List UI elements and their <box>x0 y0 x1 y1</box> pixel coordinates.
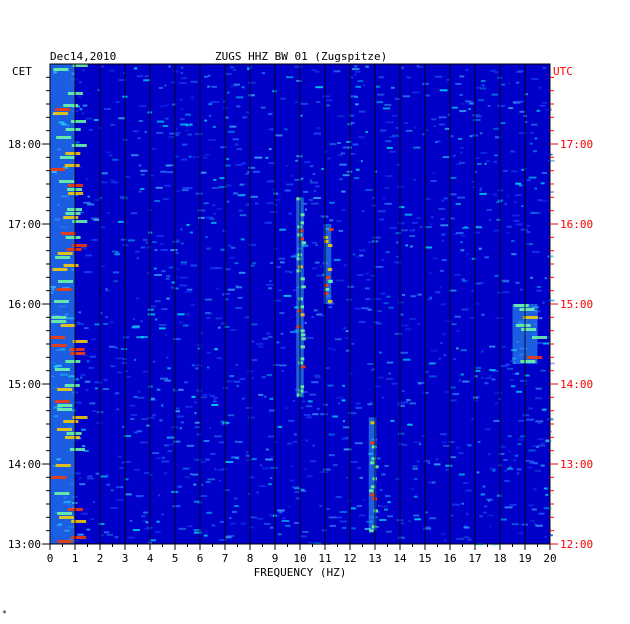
cet-tick-label: 17:00 <box>8 218 41 231</box>
x-tick-label: 2 <box>97 552 104 565</box>
x-axis: 0 1 2 3 4 5 6 7 8 9 10 11 12 13 14 15 16 17 18 19 20 <box>47 544 557 565</box>
x-tick-label: 6 <box>197 552 204 565</box>
utc-tick-label: 17:00 <box>560 138 593 151</box>
x-tick-label: 5 <box>172 552 179 565</box>
cet-axis-label: CET <box>12 65 32 78</box>
time-axis: 13:00 12:00 14:00 13:00 15:00 14:00 16:00 15:00… <box>8 76 593 551</box>
x-tick-label: 3 <box>122 552 129 565</box>
x-tick-label: 20 <box>543 552 556 565</box>
utc-tick-label: 16:00 <box>560 218 593 231</box>
x-tick-label: 13 <box>368 552 381 565</box>
x-axis-label: FREQUENCY (HZ) <box>254 566 347 579</box>
x-tick-label: 9 <box>272 552 279 565</box>
utc-tick-label: 15:00 <box>560 298 593 311</box>
cet-tick-label: 15:00 <box>8 378 41 391</box>
utc-tick-label: 12:00 <box>560 538 593 551</box>
cet-tick-label: 16:00 <box>8 298 41 311</box>
utc-tick-label: 13:00 <box>560 458 593 471</box>
x-tick-label: 1 <box>72 552 79 565</box>
x-tick-label: 19 <box>518 552 531 565</box>
x-tick-label: 11 <box>318 552 331 565</box>
cet-tick-label: 14:00 <box>8 458 41 471</box>
utc-tick-label: 14:00 <box>560 378 593 391</box>
cet-tick-label: 13:00 <box>8 538 41 551</box>
utc-axis-label: UTC <box>553 65 573 78</box>
spectral-feature <box>368 417 379 533</box>
x-tick-label: 14 <box>393 552 407 565</box>
x-tick-label: 0 <box>47 552 54 565</box>
x-tick-label: 10 <box>293 552 306 565</box>
x-tick-label: 17 <box>468 552 481 565</box>
spectrogram-texture <box>50 65 555 546</box>
chart-date: Dec14,2010 <box>50 50 116 63</box>
x-tick-label: 7 <box>222 552 229 565</box>
spectral-feature <box>323 224 334 304</box>
cet-tick-label: 18:00 <box>8 138 41 151</box>
x-tick-label: 4 <box>147 552 154 565</box>
frequency-gridlines <box>49 63 551 545</box>
footer-mark: * <box>2 609 7 618</box>
x-tick-label: 8 <box>247 552 254 565</box>
chart-title: ZUGS HHZ BW 01 (Zugspitze) <box>215 50 387 63</box>
x-tick-label: 18 <box>493 552 506 565</box>
x-tick-label: 12 <box>343 552 356 565</box>
spectrogram-area <box>50 64 555 546</box>
x-tick-label: 16 <box>443 552 456 565</box>
x-tick-label: 15 <box>418 552 431 565</box>
